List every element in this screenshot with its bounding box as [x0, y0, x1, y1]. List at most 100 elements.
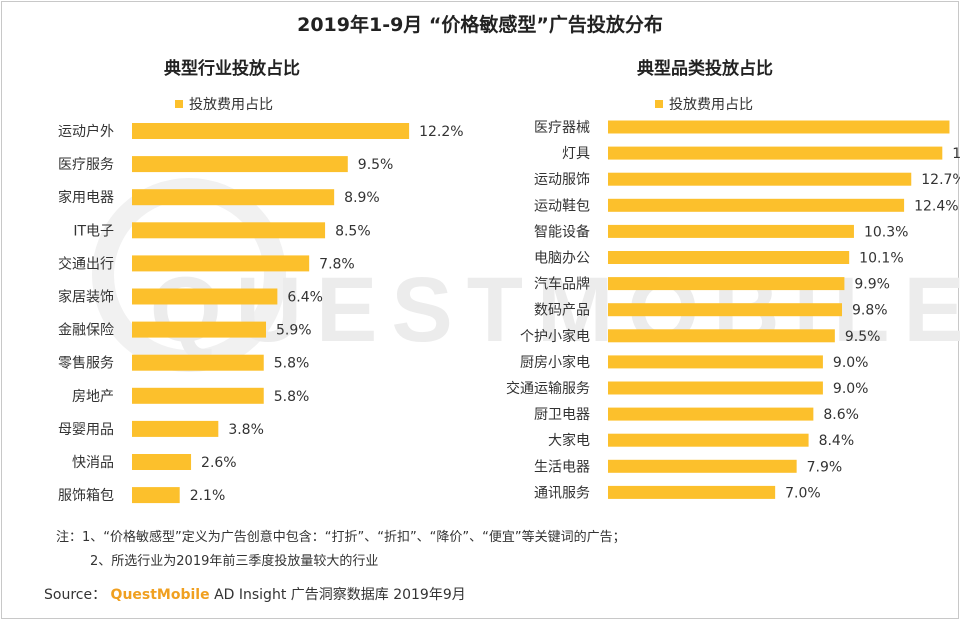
category-value-label: 9.8% [852, 303, 888, 319]
category-value-label: 9.0% [833, 355, 869, 371]
category-value-label: 10.3% [864, 224, 908, 240]
category-category-label: 生活电器 [534, 459, 590, 475]
category-value-label: 14.0% [952, 146, 960, 162]
category-legend: 投放费用占比 [655, 94, 753, 114]
category-category-label: 数码产品 [534, 303, 590, 319]
industry-bar [132, 487, 180, 504]
industry-value-label: 2.1% [190, 488, 226, 504]
category-bar [608, 172, 912, 186]
category-bar [608, 355, 823, 369]
industry-bar [132, 156, 348, 173]
industry-category-label: 运动户外 [58, 123, 114, 140]
industry-category-label: 金融保险 [58, 323, 114, 339]
category-value-label: 7.0% [785, 485, 821, 501]
category-bar [608, 433, 809, 447]
industry-category-label: IT电子 [73, 223, 114, 239]
category-category-label: 运动服饰 [534, 172, 590, 188]
industry-value-label: 3.8% [228, 422, 264, 438]
industry-bar [132, 387, 264, 404]
category-bar [608, 381, 823, 395]
category-category-label: 电脑办公 [534, 251, 590, 267]
category-panel: 典型品类投放占比 投放费用占比 医疗器械14.3%灯具14.0%运动服饰12.7… [480, 54, 960, 524]
category-category-label: 医疗器械 [534, 120, 590, 136]
note-2: 2、所选行业为2019年前三季度投放量较大的行业 [90, 554, 379, 569]
category-value-label: 10.1% [859, 251, 903, 267]
industry-category-label: 家用电器 [58, 189, 114, 206]
industry-panel: 典型行业投放占比 投放费用占比 运动户外 12.2% 医疗服务 9.5% 家用电器 8.9… [0, 54, 480, 524]
category-bar [608, 277, 845, 291]
industry-value-label: 8.5% [335, 223, 371, 239]
category-bar [608, 146, 943, 160]
industry-bar [132, 321, 267, 338]
industry-legend-swatch [175, 100, 183, 108]
industry-category-label: 零售服务 [58, 356, 114, 372]
industry-value-label: 6.4% [287, 290, 323, 306]
industry-legend: 投放费用占比 [175, 94, 273, 114]
category-legend-label: 投放费用占比 [669, 97, 753, 113]
category-legend-swatch [655, 100, 663, 108]
category-bar [608, 485, 776, 499]
main-title: 2019年1-9月 “价格敏感型”广告投放分布 [297, 14, 663, 36]
industry-category-label: 家居装饰 [58, 289, 114, 306]
category-value-label: 8.6% [823, 407, 859, 423]
industry-value-label: 8.9% [344, 190, 380, 206]
category-bar-chart: 医疗器械14.3%灯具14.0%运动服饰12.7%运动鞋包12.4%智能设备10… [506, 120, 960, 501]
industry-value-label: 5.8% [274, 356, 310, 372]
category-category-label: 智能设备 [534, 223, 590, 240]
industry-value-label: 5.9% [276, 323, 312, 339]
category-bar [608, 198, 905, 212]
category-value-label: 12.7% [921, 172, 960, 188]
industry-value-label: 5.8% [274, 389, 310, 405]
industry-value-label: 7.8% [319, 256, 355, 272]
category-category-label: 厨卫电器 [534, 407, 590, 423]
category-bar [608, 329, 835, 343]
category-category-label: 通讯服务 [534, 485, 590, 501]
category-bar [608, 251, 850, 264]
category-value-label: 8.4% [819, 433, 855, 449]
category-value-label: 9.5% [845, 329, 881, 345]
category-value-label: 9.9% [854, 277, 890, 293]
category-value-label: 9.0% [833, 381, 869, 397]
industry-category-label: 快消品 [72, 455, 114, 471]
industry-legend-label: 投放费用占比 [189, 97, 273, 113]
category-category-label: 大家电 [548, 432, 590, 449]
category-category-label: 个护小家电 [520, 328, 590, 345]
industry-bar [132, 255, 310, 272]
source-rest: AD Insight 广告洞察数据库 2019年9月 [214, 587, 466, 603]
category-bar [608, 120, 950, 134]
industry-value-label: 2.6% [201, 455, 237, 471]
industry-bar-chart: 运动户外 12.2% 医疗服务 9.5% 家用电器 8.9% IT电子 8.5% 交通出行 7.8… [58, 123, 464, 504]
industry-category-label: 服饰箱包 [58, 488, 114, 504]
industry-value-label: 9.5% [358, 157, 394, 173]
industry-bar [132, 288, 278, 305]
industry-bar [132, 420, 219, 437]
category-bar [608, 303, 843, 317]
category-category-label: 运动鞋包 [534, 198, 590, 214]
industry-category-label: 母婴用品 [58, 422, 114, 438]
source-brand: QuestMobile [110, 587, 210, 603]
industry-category-label: 交通出行 [58, 255, 114, 272]
industry-category-label: 医疗服务 [58, 157, 114, 173]
source-line: Source： QuestMobile AD Insight 广告洞察数据库 2… [44, 584, 466, 604]
industry-bar [132, 454, 192, 470]
note-1: 注：1、“价格敏感型”定义为广告创意中包含：“打折”、“折扣”、“降价”、“便宜… [56, 530, 626, 545]
notes: 注：1、“价格敏感型”定义为广告创意中包含：“打折”、“折扣”、“降价”、“便宜… [56, 526, 626, 574]
category-bar [608, 224, 854, 238]
category-chart-title: 典型品类投放占比 [637, 59, 773, 79]
category-value-label: 12.4% [914, 198, 958, 214]
category-category-label: 厨房小家电 [520, 354, 590, 371]
industry-category-label: 房地产 [72, 389, 114, 405]
category-category-label: 汽车品牌 [534, 276, 590, 293]
industry-chart-title: 典型行业投放占比 [164, 59, 300, 79]
category-bar [608, 459, 797, 473]
industry-bar [132, 354, 264, 371]
category-value-label: 7.9% [807, 459, 843, 475]
category-bar [608, 407, 814, 421]
industry-bar [132, 123, 410, 139]
industry-bar [132, 189, 335, 206]
source-label: Source： [44, 587, 107, 603]
industry-value-label: 12.2% [419, 124, 463, 140]
category-category-label: 交通运输服务 [506, 380, 590, 397]
category-category-label: 灯具 [562, 146, 590, 162]
